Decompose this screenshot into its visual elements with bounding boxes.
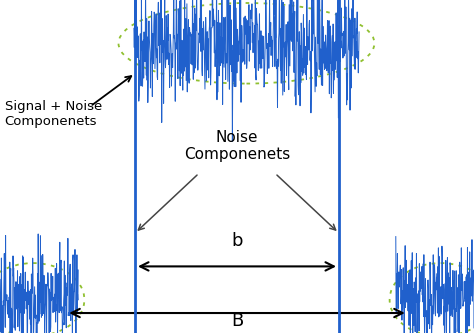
Text: b: b bbox=[231, 232, 243, 250]
Text: Noise
Componenets: Noise Componenets bbox=[184, 130, 290, 162]
Text: B: B bbox=[231, 312, 243, 330]
Text: Signal + Noise
Componenets: Signal + Noise Componenets bbox=[5, 100, 102, 128]
